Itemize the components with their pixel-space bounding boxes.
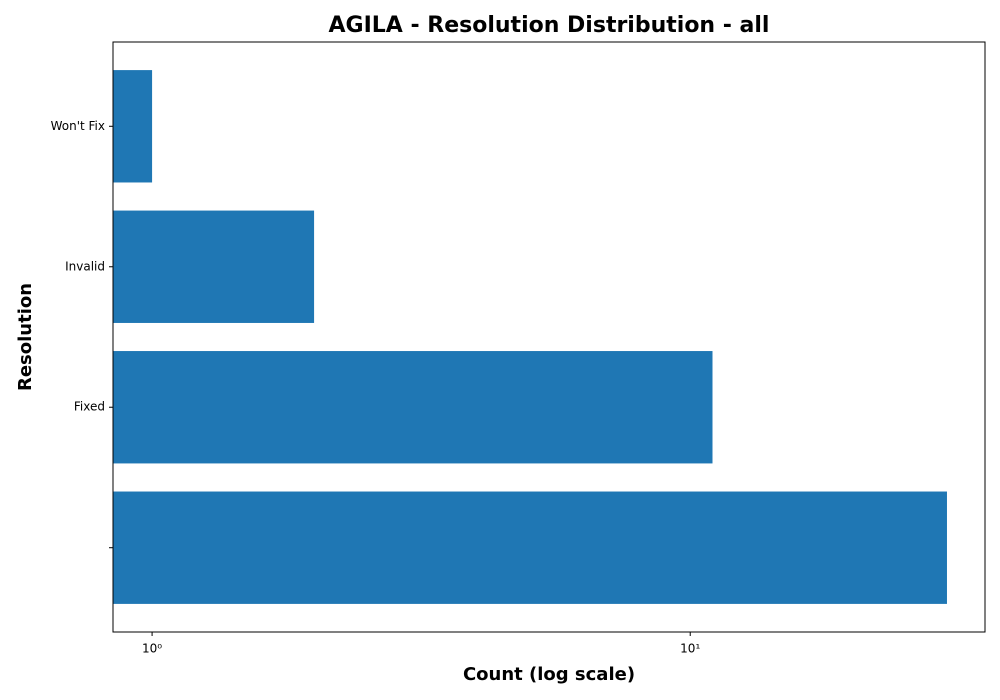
chart-title: AGILA - Resolution Distribution - all [329, 13, 770, 38]
y-tick-label: Won't Fix [51, 119, 105, 133]
x-axis-label: Count (log scale) [463, 664, 635, 685]
bar [113, 491, 947, 604]
bar [113, 70, 153, 183]
y-axis-label: Resolution [15, 283, 36, 391]
y-tick-label: Invalid [65, 259, 105, 273]
bar [113, 351, 713, 464]
plot-frame [112, 41, 986, 633]
y-tick-label: Fixed [74, 400, 105, 414]
bar [113, 210, 315, 323]
x-tick-label: 10¹ [680, 642, 700, 656]
x-tick-label: 10⁰ [142, 642, 162, 656]
